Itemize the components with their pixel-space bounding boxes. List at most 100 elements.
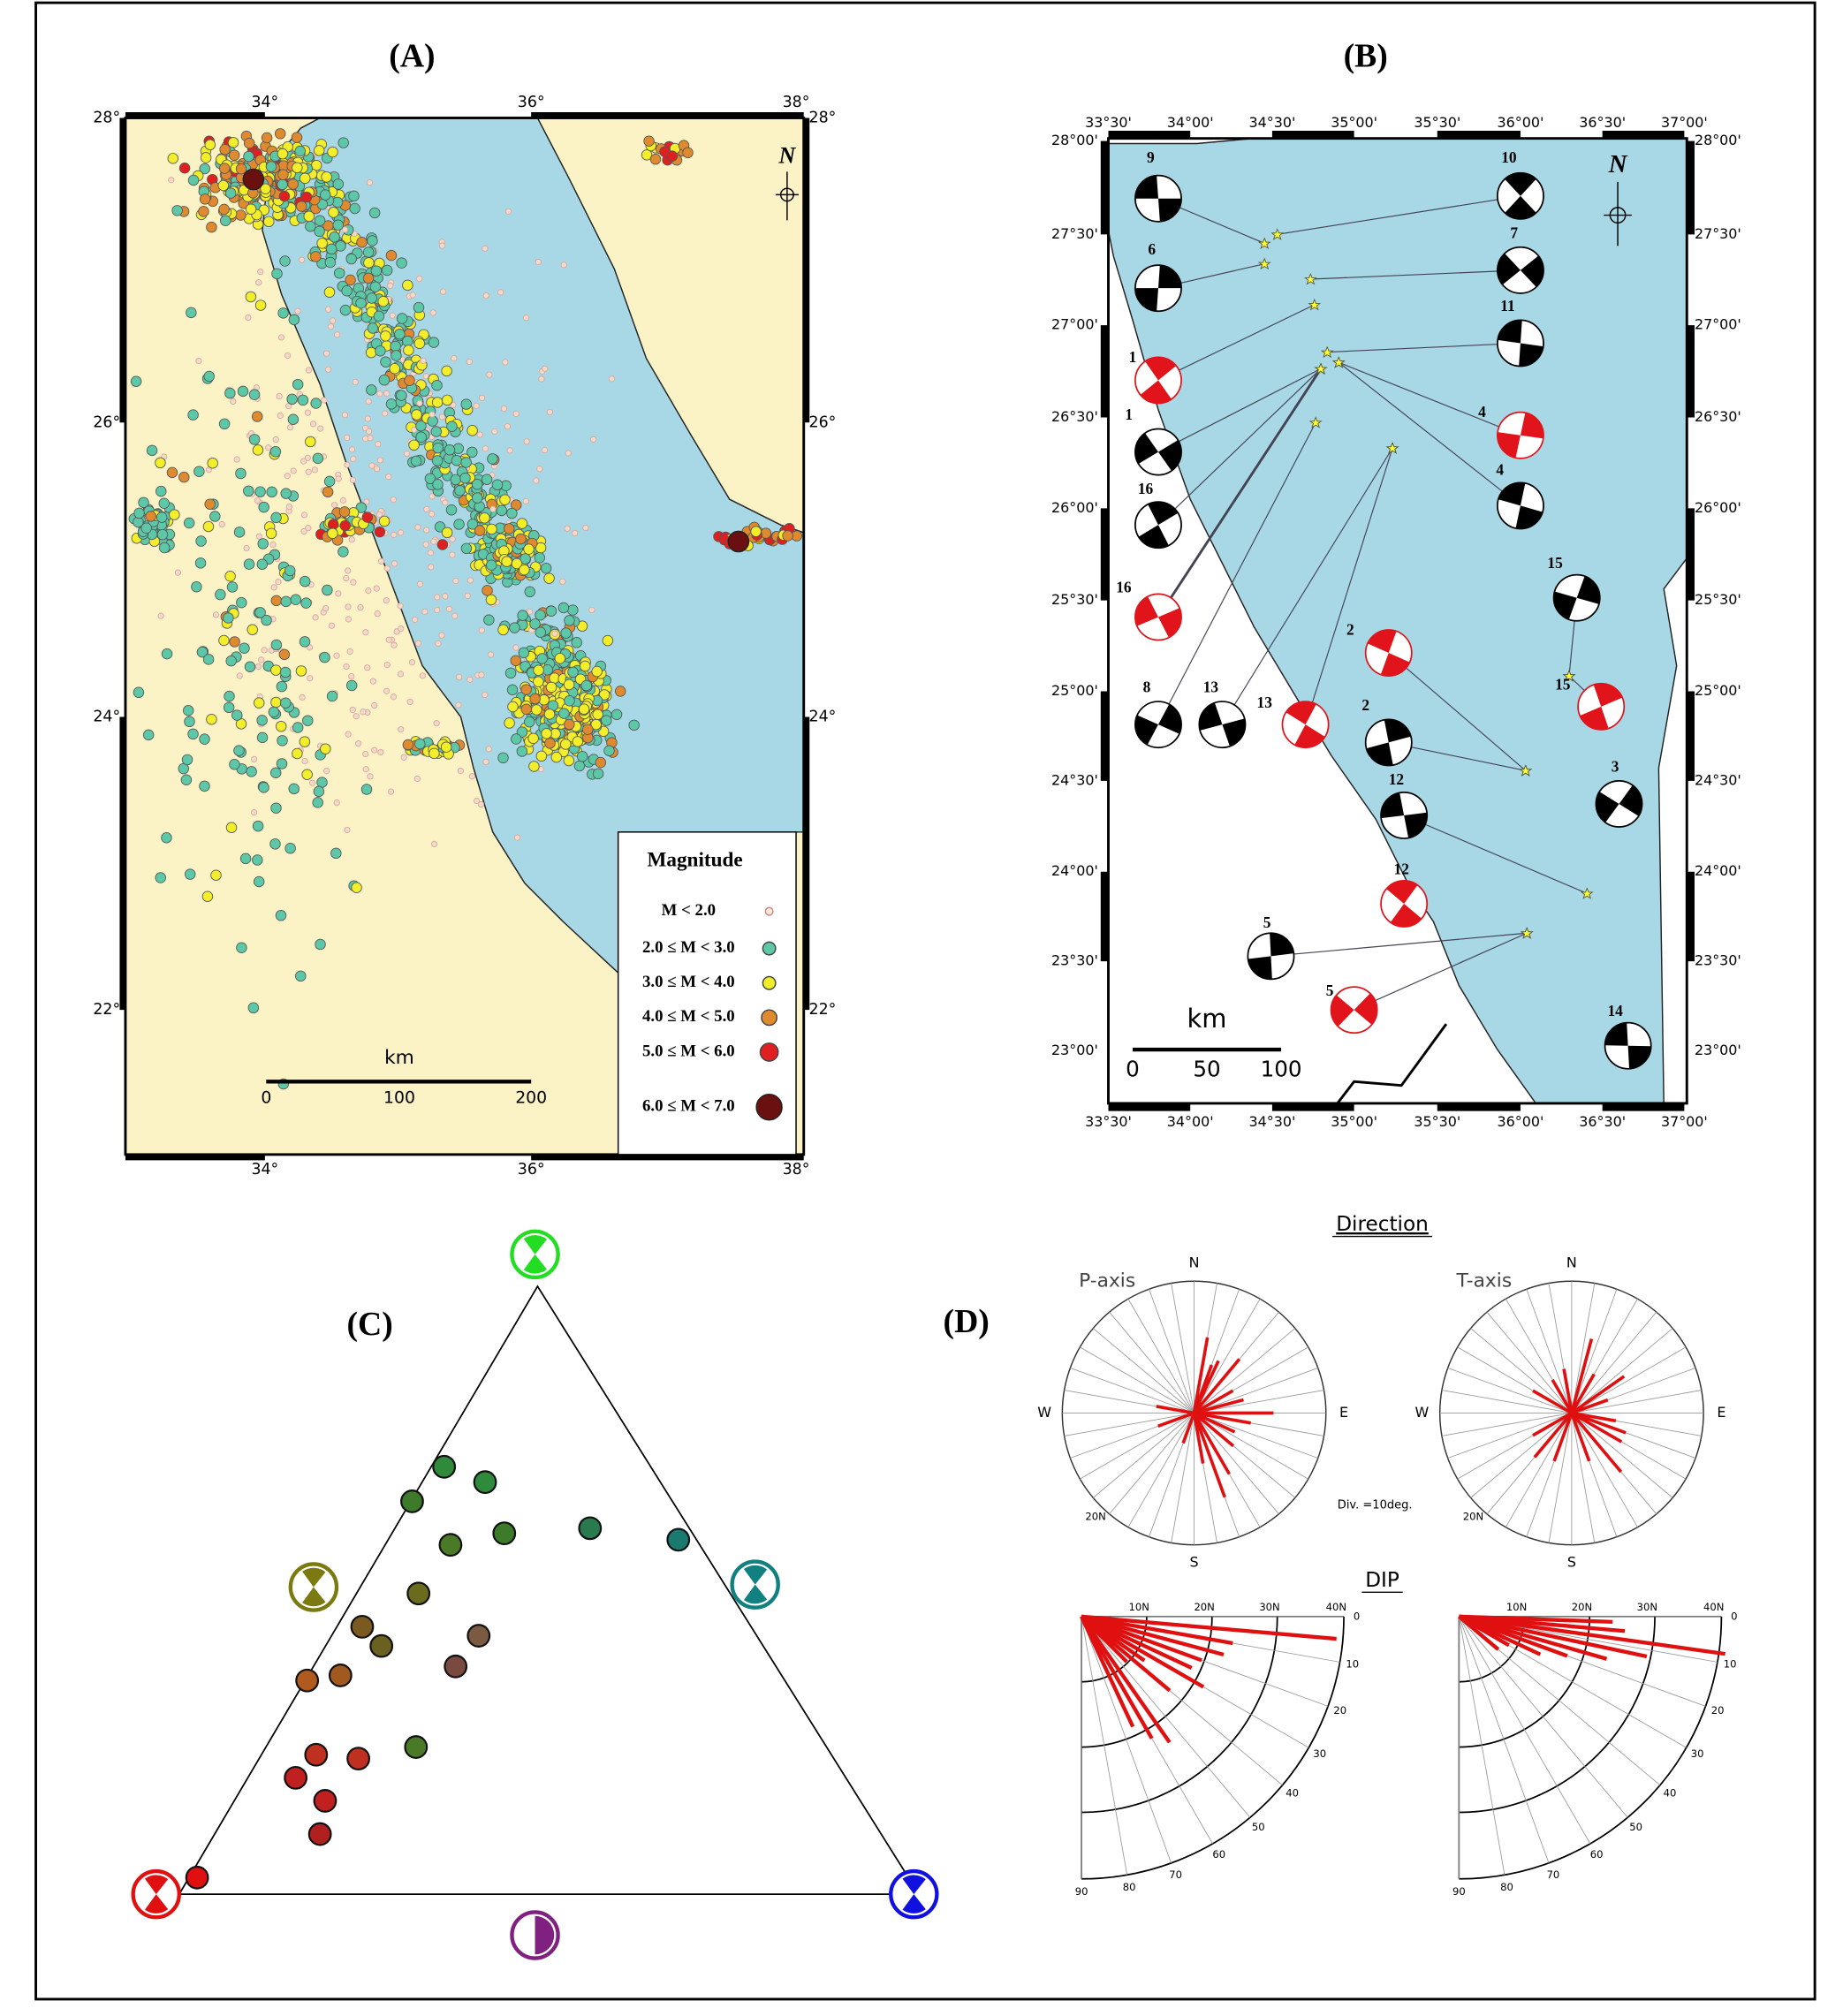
event-dot (350, 579, 357, 586)
event-dot (362, 246, 375, 258)
event-dot (543, 572, 555, 584)
event-dot (440, 741, 452, 753)
event-dot (567, 666, 579, 678)
event-dot (317, 425, 324, 432)
mechanism-icon (510, 1910, 560, 1960)
event-dot (649, 153, 662, 165)
event-dot (323, 475, 336, 488)
compass-label: S (1189, 1553, 1198, 1570)
beachball-quadrant (1593, 683, 1623, 707)
event-dot (365, 587, 372, 595)
event-dot (411, 409, 422, 421)
lat-tick-label: 26° (93, 413, 120, 431)
beachball-quadrant (1331, 995, 1354, 1027)
beachball-quadrant (1381, 792, 1405, 819)
event-dot (592, 709, 603, 720)
event-dot (441, 527, 453, 539)
event-dot (534, 552, 546, 564)
compass-label: N (1189, 1254, 1200, 1270)
event-dot (350, 455, 357, 463)
event-dot (510, 655, 521, 667)
lon-tick-label: 36°30' (1579, 114, 1626, 131)
dip-angle-label: 0 (1731, 1610, 1737, 1622)
event-dot (284, 565, 296, 577)
event-dot (261, 647, 268, 654)
ternary-point (295, 1668, 320, 1693)
beachball-quadrant (1520, 413, 1544, 439)
event-dot (389, 363, 400, 375)
event-dot (184, 868, 196, 880)
event-dot (245, 291, 257, 303)
mechanism-number: 5 (1263, 914, 1271, 931)
event-dot (252, 444, 264, 456)
event-dot (416, 399, 423, 407)
event-dot (416, 580, 424, 587)
event-dot (374, 610, 381, 618)
event-dot (309, 421, 317, 428)
event-dot (235, 467, 246, 480)
lat-tick-label: 27°00' (1051, 316, 1098, 333)
event-dot (520, 703, 532, 716)
event-dot (195, 535, 207, 547)
event-dot (305, 525, 312, 532)
rose-spoke (1447, 1413, 1573, 1459)
dip-spoke (1459, 1616, 1628, 1818)
event-dot (199, 780, 210, 792)
rose-petal (1532, 1411, 1573, 1437)
legend-title: Magnitude (648, 848, 743, 871)
ternary-point (578, 1516, 603, 1541)
event-dot-large (727, 530, 750, 553)
event-dot (428, 564, 435, 571)
event-dot (252, 820, 264, 832)
event-dot (346, 648, 353, 656)
event-dot (483, 614, 495, 625)
event-dot (324, 306, 332, 313)
mechanism-number: 13 (1203, 679, 1219, 696)
event-dot (327, 323, 335, 330)
event-dot (387, 788, 395, 795)
dip-petal (1080, 1614, 1205, 1689)
event-dot (218, 520, 225, 528)
rose-spoke (1171, 1413, 1195, 1543)
event-dot (235, 209, 246, 221)
event-dot (485, 559, 497, 571)
dip-spoke (1081, 1616, 1128, 1876)
event-dot (529, 693, 541, 705)
dip-angle-label: 90 (1452, 1885, 1466, 1898)
event-dot (279, 666, 292, 678)
event-dot (515, 533, 527, 545)
event-dot (305, 221, 316, 232)
event-dot (223, 612, 234, 624)
rose-spoke (1070, 1368, 1195, 1413)
event-dot (427, 549, 434, 557)
mechanism-number: 3 (1612, 758, 1619, 775)
beachball-quadrant (1134, 715, 1158, 746)
dip-angle-label: 20 (1711, 1704, 1725, 1717)
event-dot (408, 439, 420, 451)
scale-tick-label: 0 (1126, 1056, 1140, 1081)
ternary-point (284, 1765, 308, 1790)
event-dot (219, 215, 231, 226)
event-dot (206, 221, 217, 233)
lat-tick-label: 23°00' (1695, 1042, 1741, 1058)
dip-angle-label: 60 (1212, 1848, 1225, 1861)
event-dot (423, 527, 430, 534)
beachball-quadrant (1520, 255, 1544, 287)
event-dot (445, 504, 458, 516)
event-dot (215, 588, 226, 601)
event-dot (486, 523, 497, 535)
event-dot (266, 486, 277, 498)
beachball-quadrant (1157, 704, 1182, 734)
ternary-point (492, 1521, 517, 1546)
ternary-point (466, 1624, 491, 1648)
legend-label: 3.0 ≤ M < 4.0 (642, 973, 735, 991)
event-dot (516, 746, 528, 757)
event-dot (230, 398, 237, 405)
event-dot (200, 152, 212, 163)
event-dot (254, 486, 266, 497)
event-dot (588, 606, 595, 614)
event-dot (355, 297, 367, 309)
event-dot (345, 679, 358, 692)
mechanism-number: 16 (1116, 580, 1132, 596)
